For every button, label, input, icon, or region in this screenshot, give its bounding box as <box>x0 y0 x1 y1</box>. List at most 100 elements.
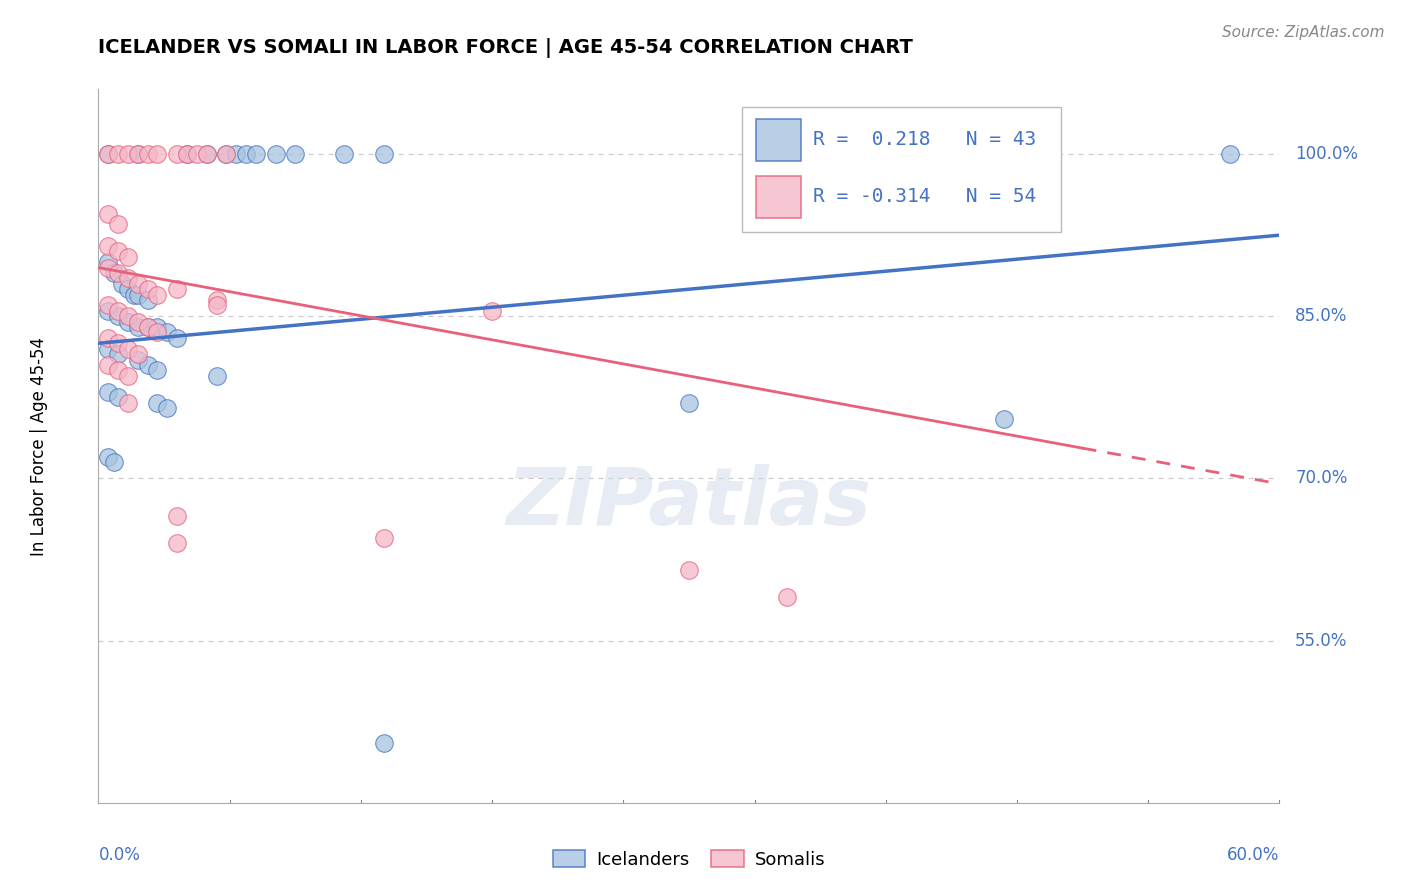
Point <box>136 293 159 307</box>
Point <box>156 326 179 340</box>
Point <box>146 147 169 161</box>
Point <box>97 147 120 161</box>
Point <box>264 147 287 161</box>
Point <box>107 244 129 259</box>
Point <box>117 250 139 264</box>
Text: 85.0%: 85.0% <box>1295 307 1347 326</box>
Point <box>97 384 120 399</box>
Point <box>993 412 1015 426</box>
Text: In Labor Force | Age 45-54: In Labor Force | Age 45-54 <box>31 336 48 556</box>
Point <box>107 303 129 318</box>
Point <box>146 363 169 377</box>
Text: Source: ZipAtlas.com: Source: ZipAtlas.com <box>1222 25 1385 40</box>
Text: R = -0.314   N = 54: R = -0.314 N = 54 <box>813 187 1036 206</box>
Point <box>176 147 198 161</box>
Point <box>195 147 218 161</box>
Point <box>186 147 208 161</box>
Text: 0.0%: 0.0% <box>98 846 141 864</box>
Point <box>215 147 238 161</box>
Point <box>127 352 149 367</box>
Point <box>146 396 169 410</box>
Point <box>146 326 169 340</box>
Point <box>373 147 395 161</box>
Point <box>166 536 188 550</box>
Point <box>97 358 120 372</box>
Point <box>107 347 129 361</box>
Point <box>136 358 159 372</box>
Point <box>97 260 120 275</box>
Point <box>97 331 120 345</box>
Point <box>127 277 149 291</box>
Point <box>166 147 188 161</box>
Text: ZIPatlas: ZIPatlas <box>506 464 872 542</box>
Point <box>97 450 120 464</box>
Point <box>235 147 257 161</box>
Point <box>776 591 799 605</box>
Point <box>117 271 139 285</box>
Point <box>117 282 139 296</box>
Point <box>107 336 129 351</box>
Text: 100.0%: 100.0% <box>1295 145 1358 163</box>
Point <box>107 266 129 280</box>
Point <box>117 342 139 356</box>
Point <box>97 342 120 356</box>
Point <box>136 320 159 334</box>
Point <box>205 368 228 383</box>
FancyBboxPatch shape <box>756 177 801 218</box>
Point <box>127 315 149 329</box>
FancyBboxPatch shape <box>756 120 801 161</box>
Point <box>136 282 159 296</box>
Point <box>333 147 356 161</box>
Point <box>205 293 228 307</box>
Point <box>136 320 159 334</box>
Point <box>107 390 129 404</box>
Point <box>176 147 198 161</box>
Point <box>678 563 700 577</box>
Point <box>117 396 139 410</box>
Point <box>245 147 267 161</box>
Point <box>678 396 700 410</box>
Point <box>97 239 120 253</box>
Point <box>97 298 120 312</box>
Point <box>117 147 139 161</box>
Point <box>103 266 125 280</box>
Point <box>225 147 247 161</box>
Point <box>156 401 179 416</box>
Point <box>1219 147 1241 161</box>
Point <box>373 531 395 545</box>
Point <box>166 331 188 345</box>
Point <box>111 277 134 291</box>
Point <box>97 147 120 161</box>
Point <box>215 147 238 161</box>
Point <box>146 287 169 301</box>
Text: ICELANDER VS SOMALI IN LABOR FORCE | AGE 45-54 CORRELATION CHART: ICELANDER VS SOMALI IN LABOR FORCE | AGE… <box>98 38 914 58</box>
Point <box>284 147 307 161</box>
Point <box>97 303 120 318</box>
Point <box>97 206 120 220</box>
Point <box>127 147 149 161</box>
Point <box>107 363 129 377</box>
Point <box>117 310 139 324</box>
Point <box>127 347 149 361</box>
Point <box>205 298 228 312</box>
Point <box>195 147 218 161</box>
FancyBboxPatch shape <box>742 107 1062 232</box>
Point <box>107 218 129 232</box>
Legend: Icelanders, Somalis: Icelanders, Somalis <box>546 843 832 876</box>
Point <box>127 287 149 301</box>
Point <box>117 315 139 329</box>
Point <box>373 736 395 750</box>
Text: 60.0%: 60.0% <box>1227 846 1279 864</box>
Point <box>122 287 145 301</box>
Point <box>117 368 139 383</box>
Point <box>481 303 503 318</box>
Point <box>983 147 1005 161</box>
Point <box>107 310 129 324</box>
Text: 70.0%: 70.0% <box>1295 469 1347 487</box>
Point <box>166 509 188 524</box>
Point <box>127 320 149 334</box>
Point <box>166 282 188 296</box>
Text: R =  0.218   N = 43: R = 0.218 N = 43 <box>813 130 1036 149</box>
Point <box>146 320 169 334</box>
Text: 55.0%: 55.0% <box>1295 632 1347 649</box>
